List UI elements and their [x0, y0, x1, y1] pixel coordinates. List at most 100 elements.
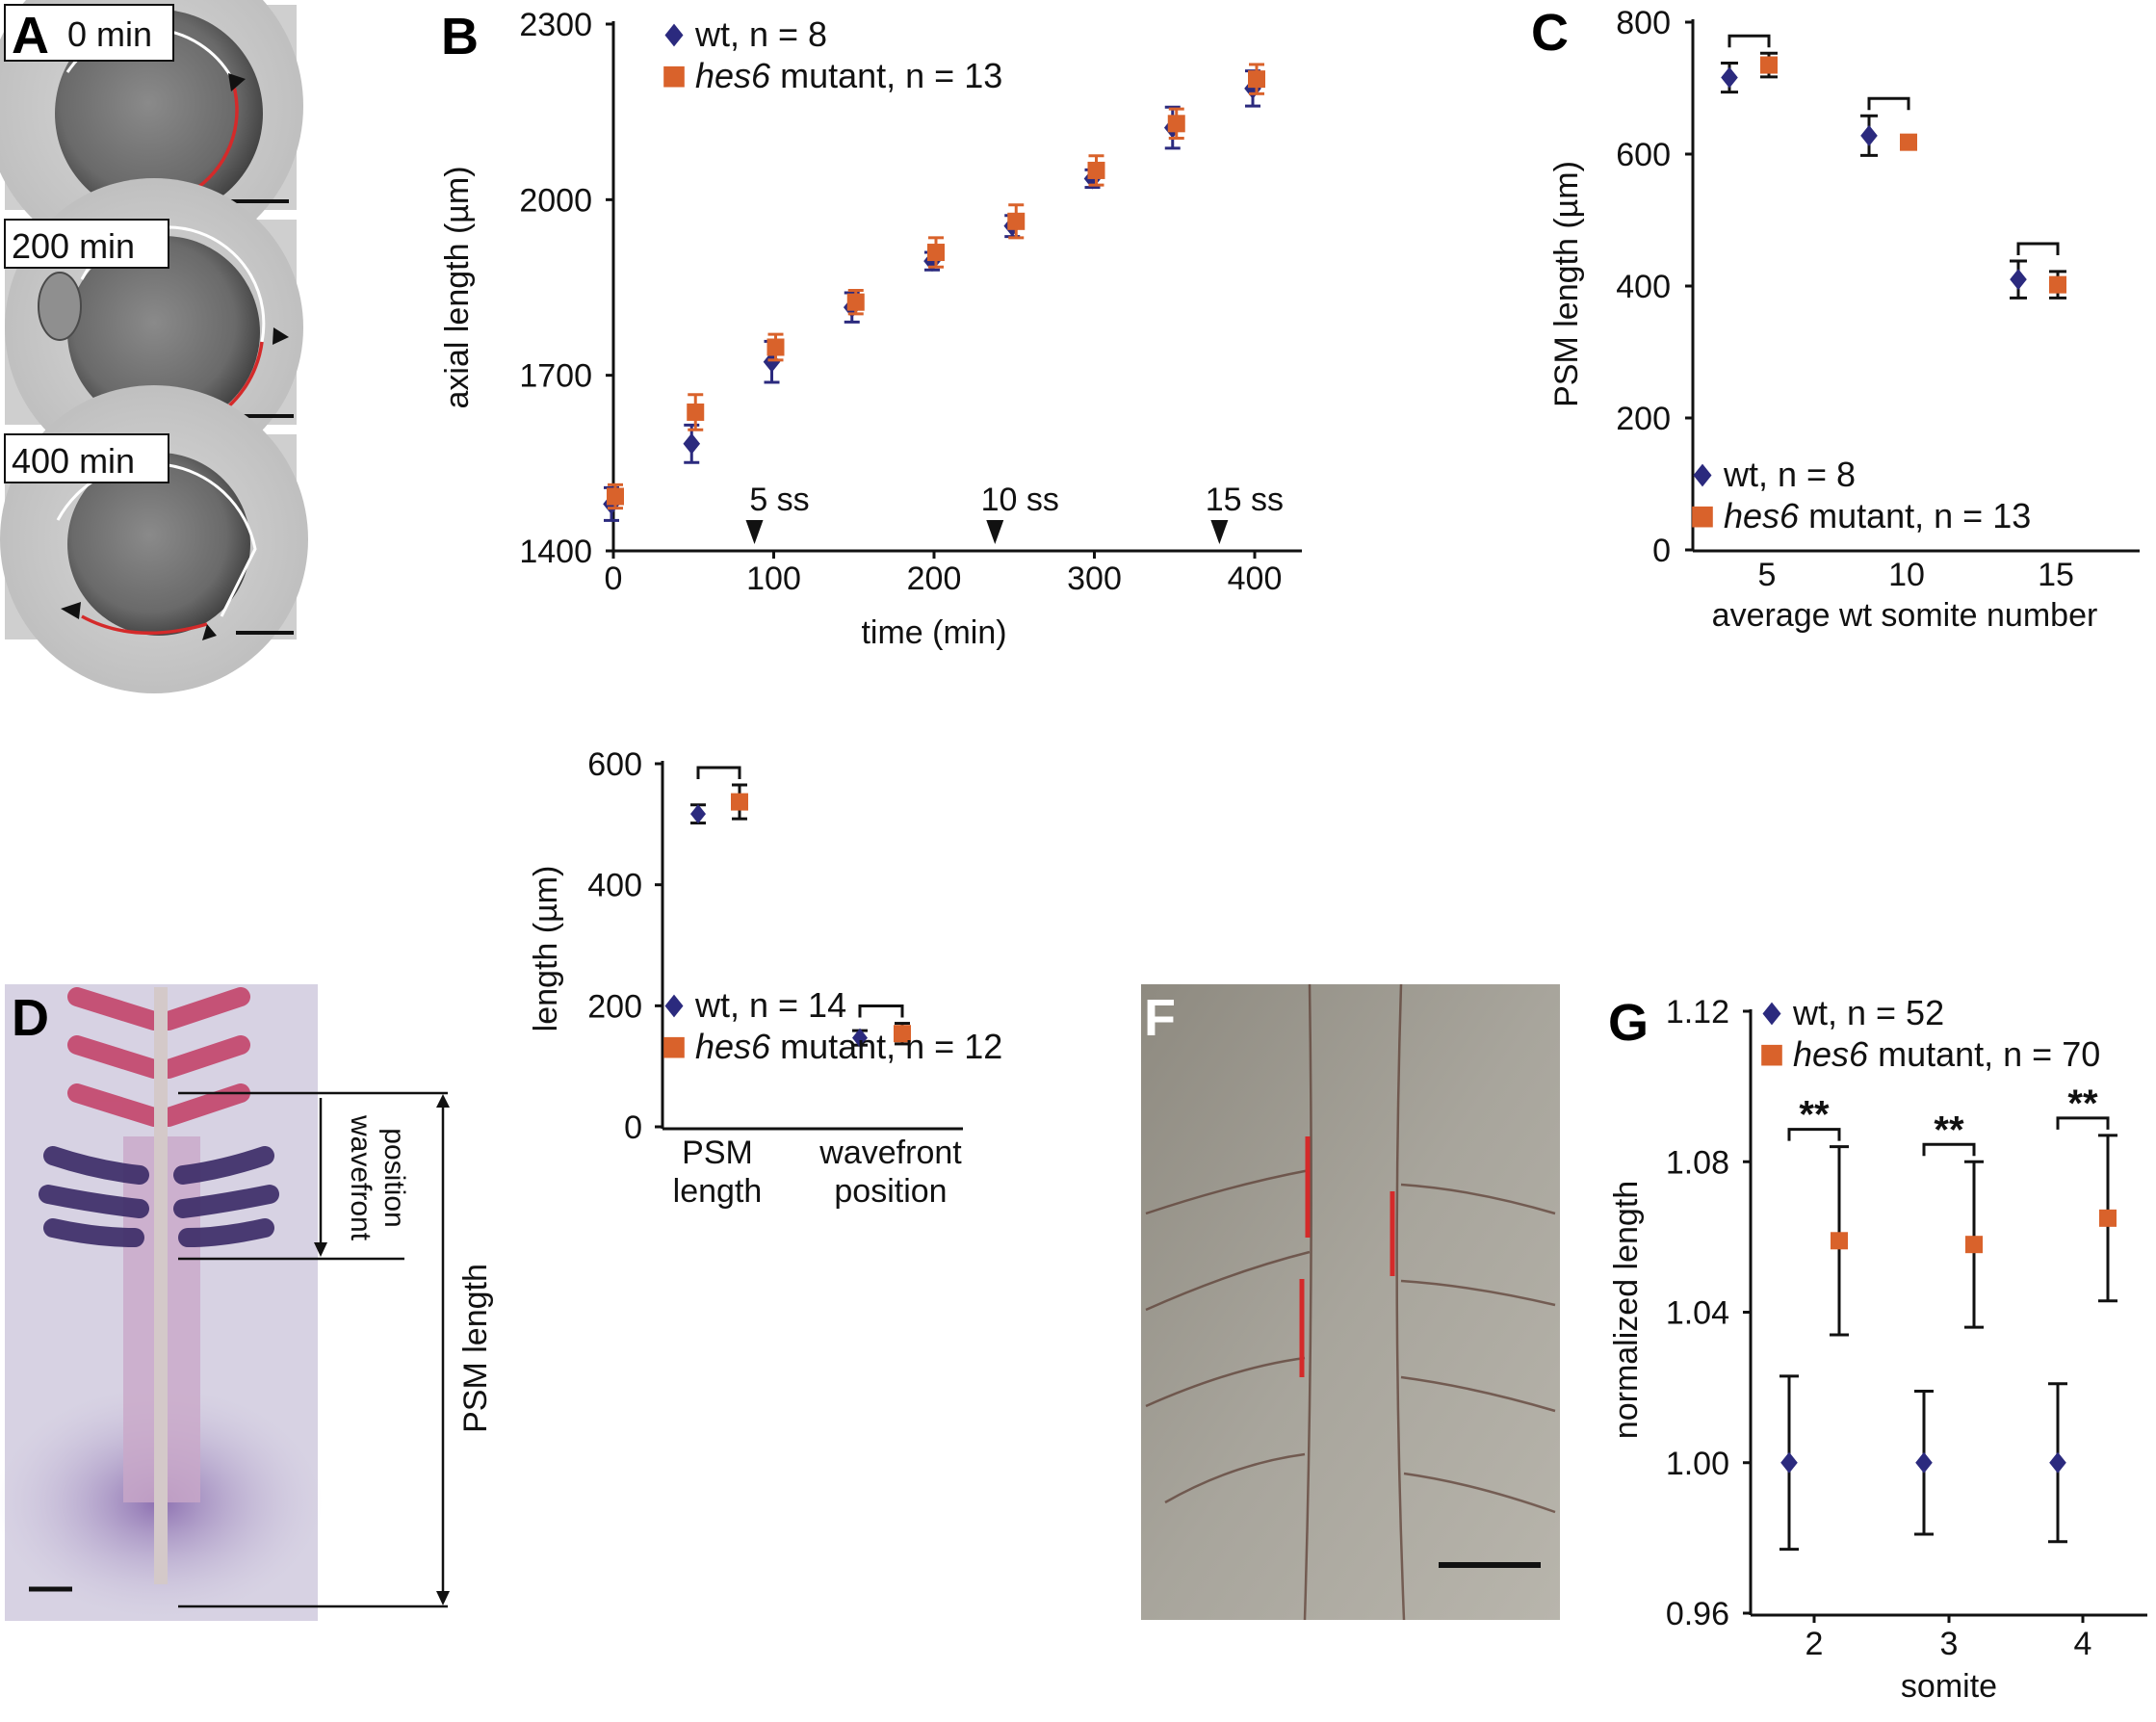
- significance-stars: **: [2067, 1083, 2098, 1125]
- x-tick-label: 200: [907, 561, 962, 597]
- stage-marker-label: 10 ss: [981, 482, 1059, 518]
- panel-label-d: D: [12, 989, 49, 1047]
- comparison-bracket: [858, 1004, 904, 1018]
- x-tick-label-line1: wavefront: [818, 1135, 962, 1171]
- legend-mutant-label: hes6 mutant, n = 13: [1724, 496, 2031, 535]
- significance-bracket: [1922, 1142, 1976, 1157]
- time-label-200: 200 min: [12, 226, 135, 266]
- legend-mutant-marker: [1692, 506, 1713, 528]
- psm-length-label: PSM length: [457, 1264, 494, 1433]
- mutant-point: [2049, 275, 2066, 294]
- mutant-point: [1007, 212, 1026, 230]
- comparison-bracket: [696, 766, 741, 779]
- panel-a: A 0 min 200 min 400: [0, 0, 308, 693]
- comparison-bracket: [1867, 96, 1910, 111]
- y-tick-label: 600: [1616, 137, 1671, 173]
- wt-point: [1915, 1451, 1933, 1474]
- legend-mutant-marker: [663, 1036, 685, 1058]
- legend-mutant-marker: [1761, 1044, 1782, 1066]
- y-tick-label: 0.96: [1666, 1596, 1729, 1632]
- y-axis-label: PSM length (µm): [1548, 161, 1585, 407]
- y-tick-label: 400: [587, 868, 642, 904]
- x-tick-label: 300: [1067, 561, 1122, 597]
- y-tick-label: 0: [1652, 533, 1671, 569]
- wt-point: [690, 804, 706, 824]
- y-tick-label: 2000: [519, 182, 592, 219]
- chart-b: B 1400 1700 2000 2300 0 100 200 300 400 time (min…: [439, 7, 1302, 651]
- mutant-point: [1087, 161, 1105, 179]
- x-tick-label: 4: [2074, 1626, 2092, 1662]
- mutant-point: [927, 244, 945, 262]
- mutant-point: [894, 1025, 911, 1043]
- y-tick-label: 1700: [519, 358, 592, 395]
- comparison-bracket: [2016, 242, 2060, 255]
- y-axis-label: axial length (µm): [439, 166, 476, 408]
- mutant-point: [766, 338, 785, 356]
- panel-label-c: C: [1531, 4, 1569, 62]
- legend-wt-marker: [1762, 1002, 1781, 1026]
- y-tick-label: 1.00: [1666, 1446, 1729, 1482]
- y-tick-label: 0: [624, 1109, 642, 1146]
- y-tick-label: 1.08: [1666, 1144, 1729, 1181]
- comparison-bracket: [1727, 34, 1771, 48]
- stage-marker-arrow: [1210, 520, 1229, 544]
- mutant-point: [731, 793, 748, 811]
- mutant-point: [1167, 115, 1185, 133]
- significance-stars: **: [1799, 1094, 1830, 1136]
- time-label-400: 400 min: [12, 441, 135, 481]
- legend-wt-marker: [664, 23, 684, 47]
- stage-marker-label: 5 ss: [749, 482, 809, 518]
- panel-label-g: G: [1608, 994, 1649, 1052]
- somite-boundary-image: [1141, 984, 1560, 1620]
- x-tick-label: 2: [1805, 1626, 1824, 1662]
- legend-wt-marker: [664, 994, 684, 1018]
- wt-point: [763, 351, 781, 373]
- wt-point: [852, 1028, 868, 1048]
- legend-mutant-label: hes6 mutant, n = 70: [1793, 1034, 2100, 1074]
- y-tick-label: 2300: [519, 7, 592, 43]
- mutant-point: [1248, 70, 1265, 89]
- wt-point: [1860, 124, 1878, 146]
- legend-wt-label: wt, n = 8: [694, 14, 827, 54]
- wt-point: [683, 432, 701, 455]
- y-axis-label: normalized length: [1608, 1181, 1645, 1439]
- panel-label-f: F: [1144, 989, 1176, 1047]
- y-tick-label: 200: [1616, 401, 1671, 437]
- significance-stars: **: [1934, 1109, 1964, 1151]
- mutant-point: [1831, 1232, 1848, 1250]
- embryo-image-200min: 200 min: [4, 178, 303, 477]
- mutant-point: [2099, 1209, 2117, 1227]
- legend-mutant-label: hes6 mutant, n = 12: [695, 1027, 1002, 1066]
- legend-mutant-label: hes6 mutant, n = 13: [695, 56, 1002, 95]
- legend-wt-label: wt, n = 8: [1723, 455, 1856, 494]
- mutant-point: [1760, 56, 1778, 74]
- legend-wt-label: wt, n = 52: [1792, 993, 1944, 1032]
- y-tick-label: 400: [1616, 269, 1671, 305]
- x-axis-label: time (min): [861, 614, 1006, 651]
- x-tick-label: 3: [1940, 1626, 1959, 1662]
- stage-marker-arrow: [986, 520, 1004, 544]
- panel-f: F: [1141, 983, 1560, 1621]
- y-tick-label: 1.04: [1666, 1295, 1729, 1332]
- wt-point: [2049, 1451, 2066, 1474]
- x-tick-label-line1: PSM: [682, 1135, 753, 1171]
- significance-bracket: [1787, 1128, 1841, 1141]
- embryo-image-400min: 400 min: [0, 385, 308, 693]
- legend-wt-marker: [1693, 463, 1712, 487]
- wt-point: [1780, 1451, 1798, 1474]
- time-label-0: 0 min: [67, 14, 152, 54]
- legend-wt-label: wt, n = 14: [694, 985, 846, 1025]
- y-tick-label: 1400: [519, 534, 592, 570]
- stage-marker-label: 15 ss: [1206, 482, 1284, 518]
- wavefront-label-2: position: [378, 1128, 410, 1227]
- y-axis-label: length (µm): [528, 866, 564, 1032]
- y-tick-label: 800: [1616, 5, 1671, 41]
- x-tick-label: 10: [1888, 557, 1925, 593]
- mutant-point: [607, 487, 624, 506]
- mutant-point: [687, 403, 705, 421]
- x-tick-label: 400: [1228, 561, 1283, 597]
- x-tick-label-line2: length: [673, 1173, 763, 1210]
- x-tick-label: 15: [2038, 557, 2074, 593]
